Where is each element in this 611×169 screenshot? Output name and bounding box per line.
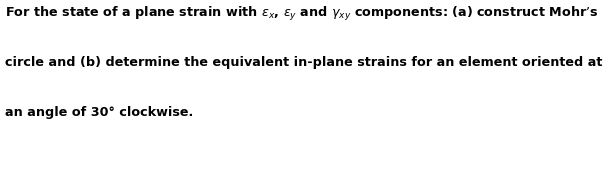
- Text: an angle of 30° clockwise.: an angle of 30° clockwise.: [5, 106, 193, 119]
- Text: circle and (b) determine the equivalent in-plane strains for an element oriented: circle and (b) determine the equivalent …: [5, 56, 602, 69]
- Text: For the state of a plane strain with $\varepsilon_x$, $\varepsilon_y$ and $\gamm: For the state of a plane strain with $\v…: [5, 5, 599, 23]
